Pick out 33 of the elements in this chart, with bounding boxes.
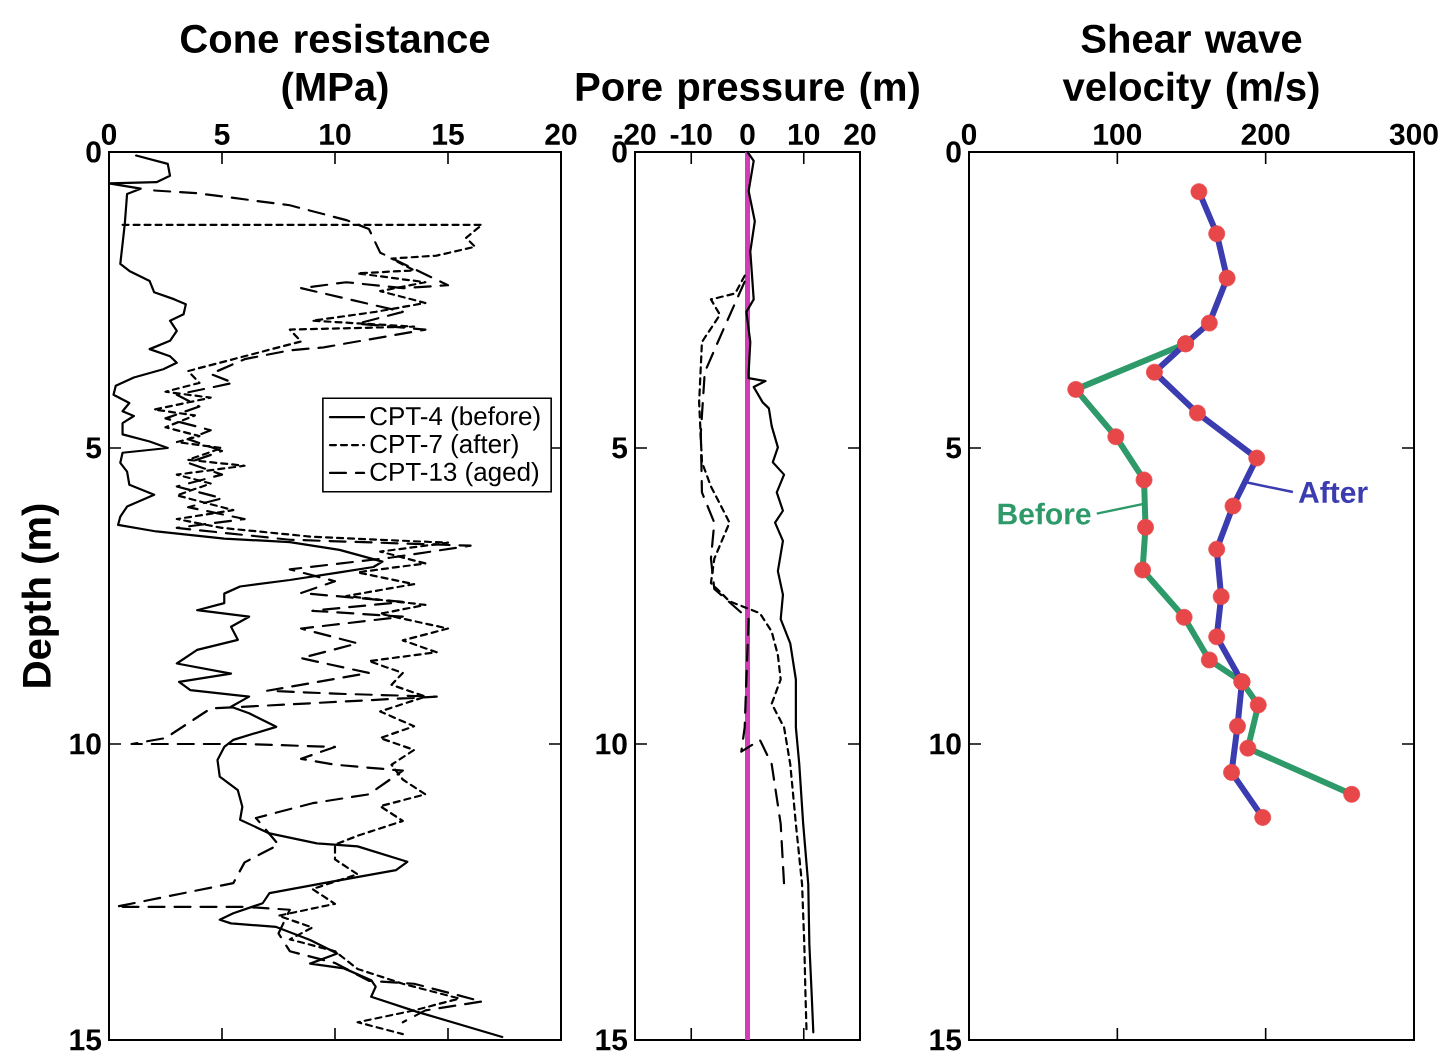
x-tick-label: 300 (1389, 123, 1438, 145)
chart-title: Cone resistance (MPa) (181, 23, 490, 109)
chart-title: Pore pressure (m) (576, 71, 919, 109)
legend-label: CPT-13 (aged) (370, 461, 539, 487)
legend-label: After (1298, 481, 1368, 504)
x-tick-label: -10 (670, 123, 712, 145)
legend-label: CPT-7 (after) (370, 434, 518, 459)
y-tick-label: 10 (930, 733, 961, 755)
y-tick-label: 5 (86, 437, 102, 459)
x-tick-label: 5 (214, 124, 230, 145)
x-tick-label: 10 (788, 123, 820, 145)
legend-label: CPT-4 (before) (370, 406, 540, 431)
series-label: Before (998, 502, 1091, 525)
x-tick-label: 200 (1241, 123, 1290, 145)
y-tick-label: 5 (612, 437, 628, 459)
x-tick-label: 0 (101, 123, 117, 145)
y-tick-label: 5 (946, 437, 962, 459)
y-axis-title: Depth (m) (21, 504, 59, 687)
y-tick-label: 0 (946, 141, 961, 163)
y-tick-label: 10 (70, 733, 101, 755)
x-tick-label: 0 (961, 123, 977, 145)
y-tick-label: 10 (596, 733, 627, 755)
x-tick-label: 100 (1094, 123, 1142, 145)
y-tick-label: 15 (70, 1029, 102, 1051)
y-tick-label: 15 (930, 1029, 962, 1051)
x-tick-label: 15 (433, 124, 464, 145)
y-tick-label: 0 (86, 141, 101, 163)
x-tick-label: 20 (844, 123, 876, 145)
x-tick-label: 0 (740, 123, 755, 145)
y-tick-label: 15 (596, 1029, 628, 1051)
chart-title: Shear wave velocity (m/s) (1062, 23, 1319, 109)
x-tick-label: 20 (545, 123, 577, 145)
x-tick-label: 10 (320, 123, 351, 145)
